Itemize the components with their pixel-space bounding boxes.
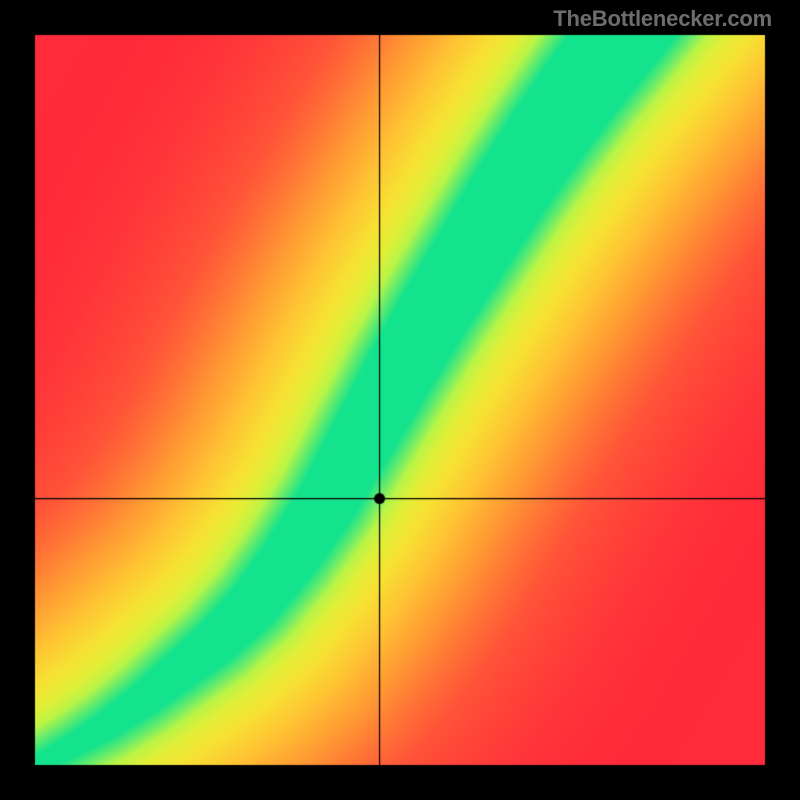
- chart-container: { "canvas": { "width": 800, "height": 80…: [0, 0, 800, 800]
- watermark-text: TheBottlenecker.com: [553, 6, 772, 32]
- bottleneck-heatmap: [0, 0, 800, 800]
